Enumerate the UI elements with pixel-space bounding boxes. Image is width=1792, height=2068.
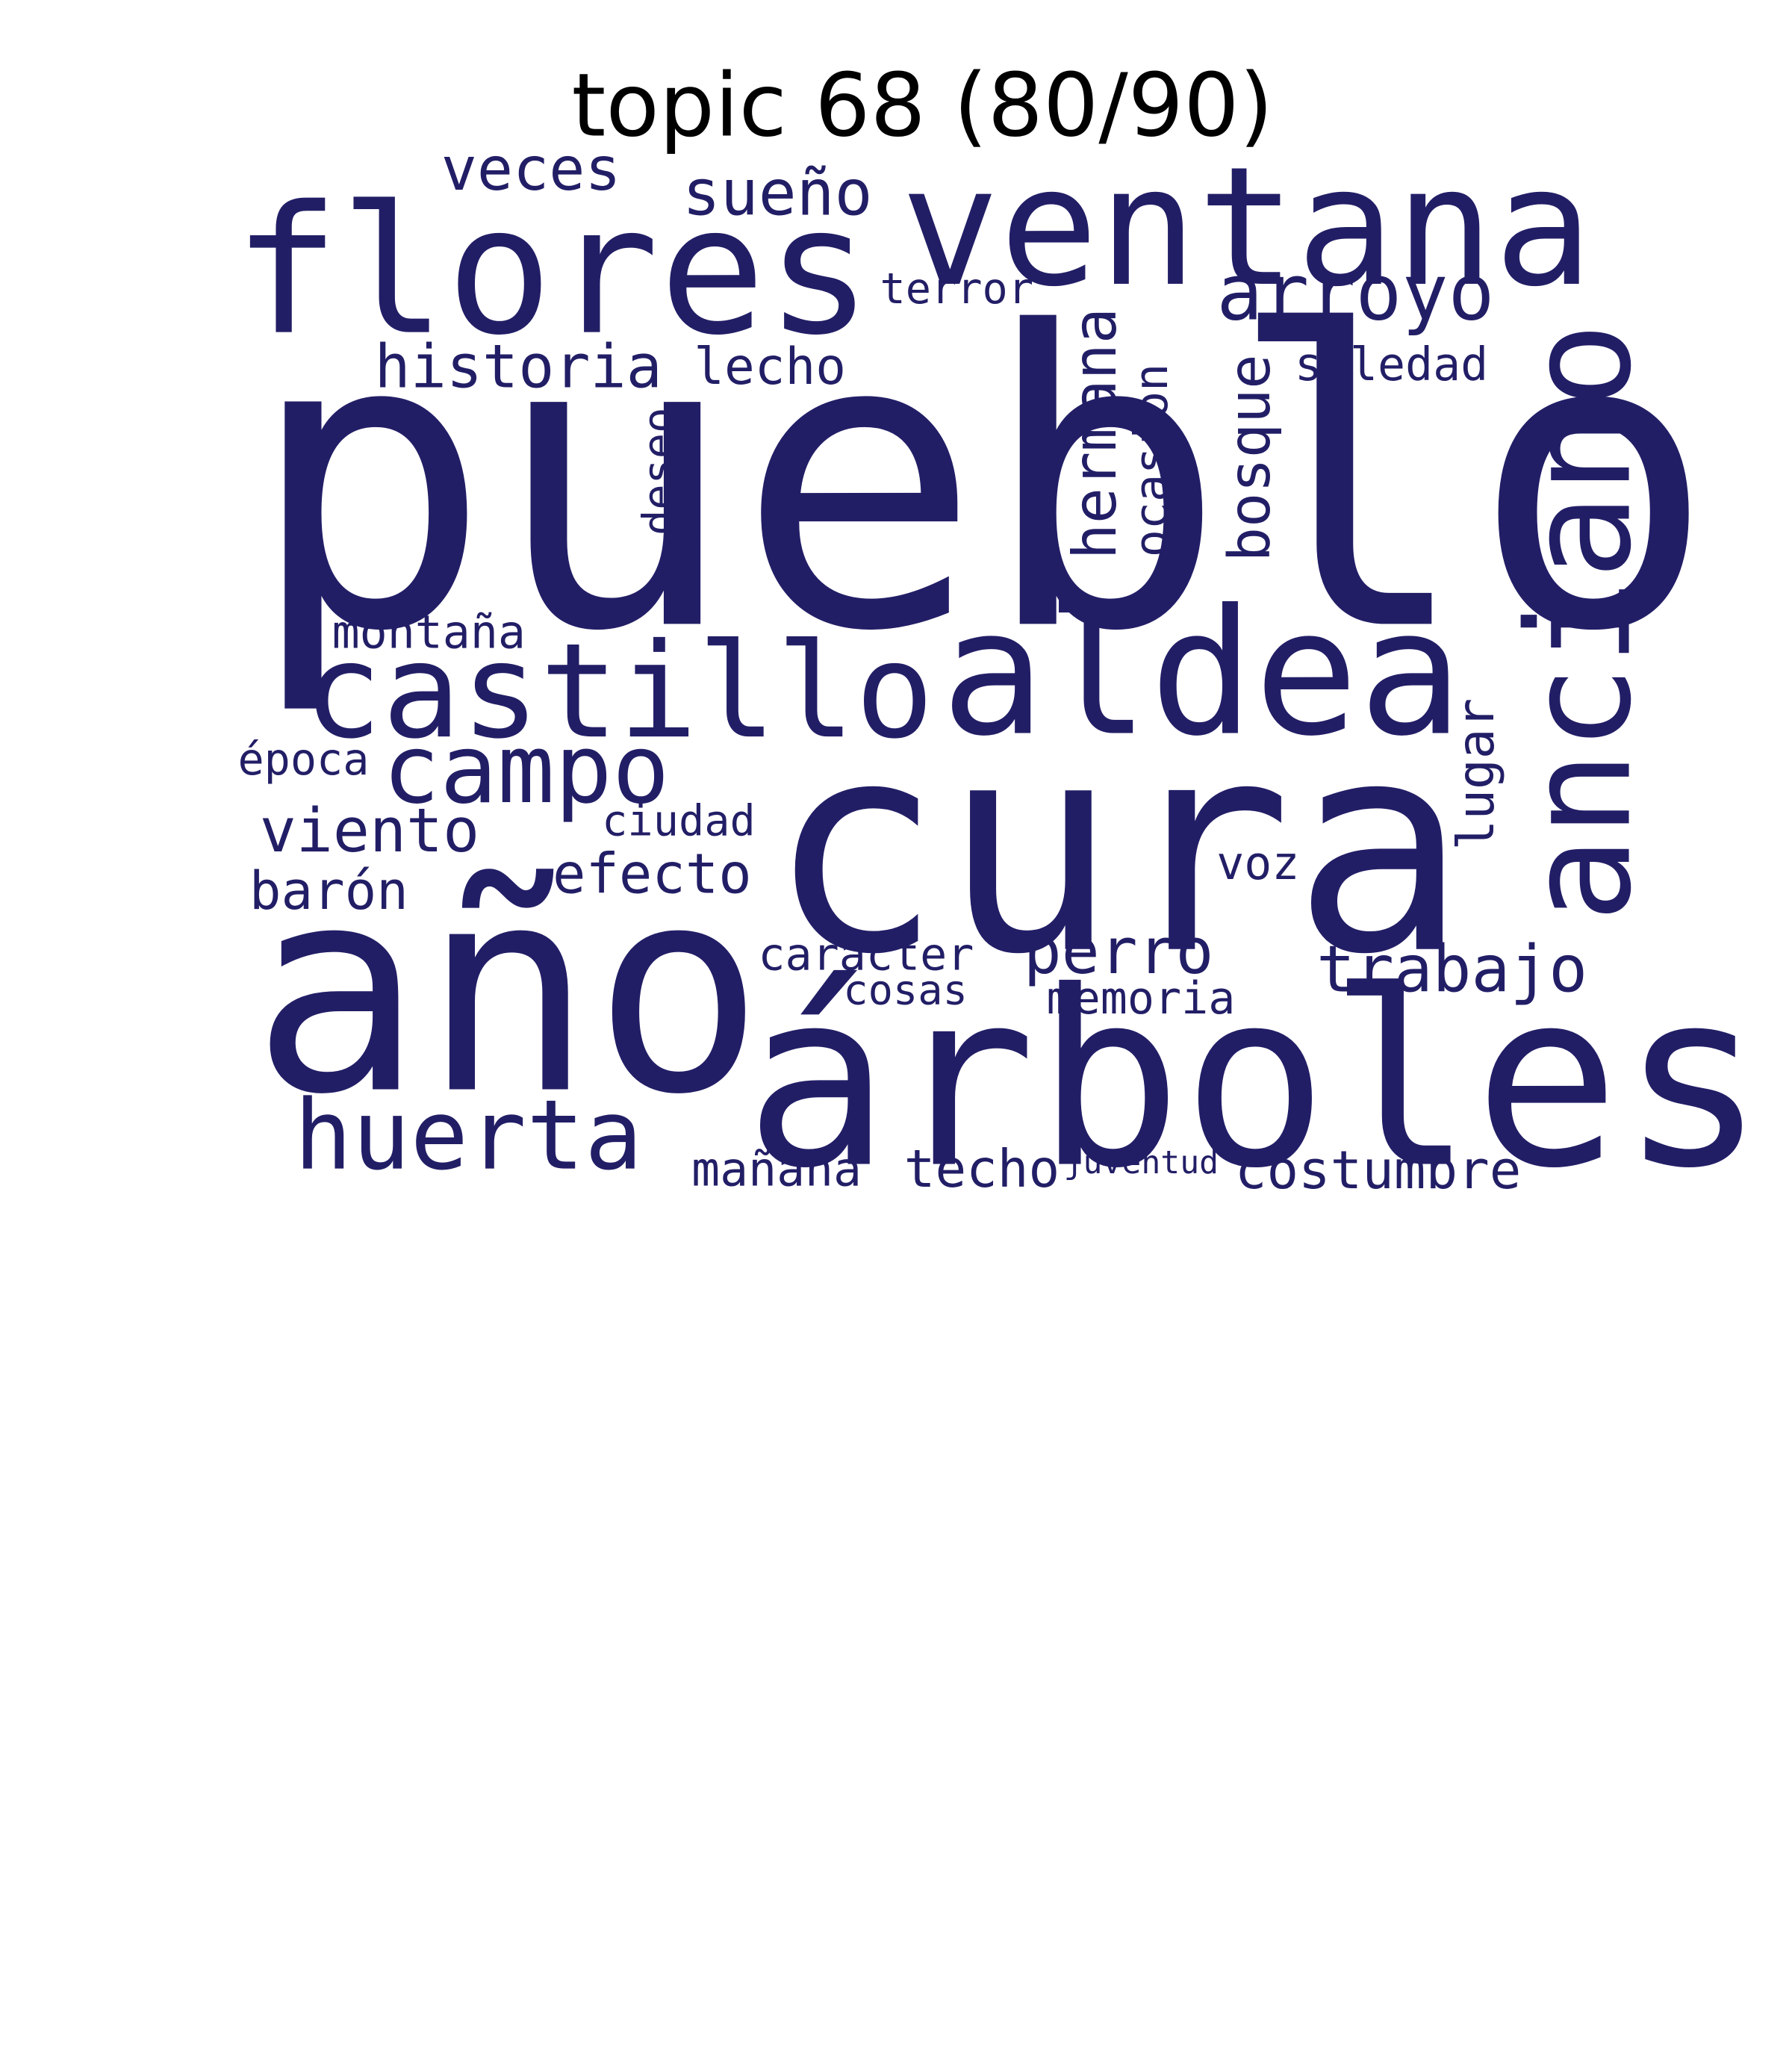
- word-ano: año: [251, 827, 765, 1158]
- word-epoca: época: [237, 734, 370, 785]
- word-juventud: juventud: [1063, 1143, 1219, 1182]
- figure-title: topic 68 (80/90): [571, 54, 1274, 157]
- word-ocasion: ocasión: [1125, 363, 1179, 558]
- word-caracter: carácter: [758, 929, 974, 981]
- word-veces: veces: [441, 135, 621, 205]
- word-huerta: huerta: [293, 1078, 643, 1192]
- word-hermana: hermana: [1061, 308, 1130, 560]
- word-baron: barón: [249, 859, 408, 922]
- word-soledad: soledad: [1294, 338, 1489, 392]
- word-perro: perro: [1023, 914, 1214, 989]
- word-deseo: deseo: [634, 407, 684, 535]
- word-trabajo: trabajo: [1316, 933, 1588, 1008]
- word-viento: viento: [259, 796, 480, 866]
- word-bosque: bosque: [1216, 354, 1284, 562]
- word-castillo: castillo: [303, 615, 934, 768]
- word-historia: historia: [374, 333, 662, 403]
- word-lugar: lugar: [1447, 698, 1506, 851]
- word-campo: campo: [382, 713, 670, 825]
- word-anciano[interactable]: anciano: [1498, 322, 1664, 923]
- word-costumbre: costumbre: [1234, 1138, 1522, 1201]
- word-sueno: sueño: [682, 156, 873, 230]
- word-aldea: aldea: [940, 572, 1463, 774]
- word-cura: cura: [767, 679, 1468, 1019]
- word-pueblo: pueblo: [246, 246, 1717, 721]
- word-lecho: lecho: [694, 338, 847, 397]
- word-arboles: árboles: [744, 938, 1766, 1222]
- word-cosas: cosas: [843, 967, 968, 1015]
- word-flores: flores: [233, 169, 873, 375]
- word-arroyo: arroyo: [1216, 248, 1495, 338]
- word-manana: mañana: [691, 1142, 862, 1198]
- word-montana: montaña: [332, 606, 526, 660]
- word-ciudad: ciudad: [602, 796, 756, 846]
- word-techo: techo: [903, 1138, 1060, 1200]
- word-memoria: memoria: [1046, 973, 1236, 1025]
- word-efecto: efecto: [552, 842, 752, 907]
- word-ventana: ventana: [900, 131, 1593, 323]
- word-terror: terror: [880, 264, 1034, 314]
- word-voz: voz: [1216, 837, 1300, 891]
